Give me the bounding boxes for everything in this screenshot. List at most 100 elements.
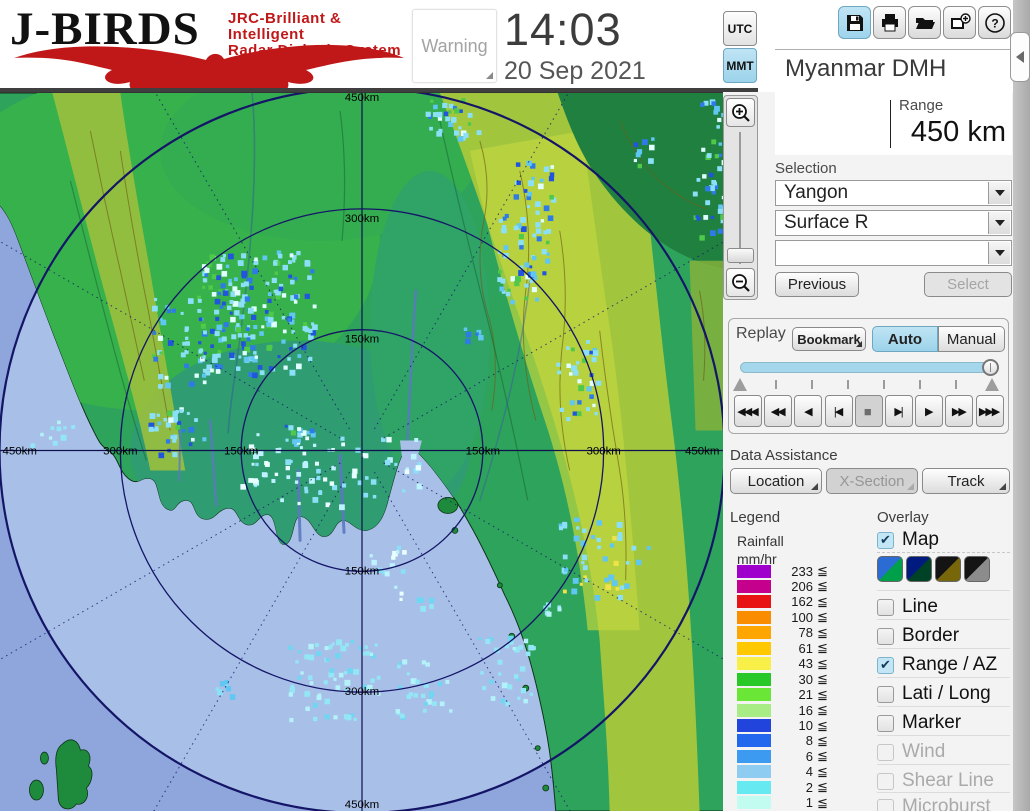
legend-row: 2 ≦: [737, 779, 828, 795]
app-logo: J-BIRDS JRC-Brilliant & Intelligent Rada…: [10, 2, 410, 90]
dropdown-arrow-button[interactable]: [988, 212, 1010, 234]
clock-time: 14:03: [504, 4, 622, 55]
zoom-slider-thumb[interactable]: [727, 248, 754, 263]
zoom-in-button[interactable]: [726, 98, 755, 127]
legend-value: 100: [791, 609, 813, 625]
forward-fast-button[interactable]: ▶▶▶: [975, 395, 1004, 427]
legend-color-swatch: [737, 734, 771, 748]
legend-value: 8: [805, 733, 813, 749]
lte-symbol: ≦: [817, 763, 828, 779]
timezone-utc-button[interactable]: UTC: [723, 11, 757, 46]
add-image-icon: [950, 12, 971, 29]
microburst-checkbox[interactable]: [877, 798, 894, 811]
overlay-item-microburst[interactable]: Microburst: [877, 796, 991, 811]
range-az-checkbox[interactable]: ✔: [877, 656, 894, 674]
forward-button[interactable]: ▶▶: [945, 395, 974, 427]
collapse-left-icon: [1016, 51, 1024, 63]
warning-button[interactable]: Warning: [412, 9, 497, 83]
radar-map[interactable]: 150km 150km 150km 150km 300km 300km 300km 300km…: [0, 92, 723, 811]
open-folder-button[interactable]: [908, 6, 941, 39]
overlay-item-border[interactable]: Border: [877, 625, 959, 647]
legend-value: 16: [798, 702, 813, 718]
map-style-swatch-1[interactable]: [877, 556, 903, 582]
replay-slider-thumb[interactable]: [982, 359, 999, 376]
map-style-swatch-2[interactable]: [906, 556, 932, 582]
replay-group: [728, 318, 1009, 434]
replay-manual-button[interactable]: Manual: [938, 326, 1005, 352]
replay-slider-track[interactable]: [740, 362, 992, 373]
legend-value: 61: [798, 640, 813, 656]
site-dropdown[interactable]: Yangon: [775, 180, 1012, 206]
overlay-item-map[interactable]: ✔ Map: [877, 529, 939, 551]
previous-button[interactable]: Previous: [775, 272, 859, 297]
step-forward-button[interactable]: ▶|: [885, 395, 913, 427]
legend-value: 78: [798, 625, 813, 641]
track-button[interactable]: Track: [922, 468, 1010, 494]
overlay-item-label: Border: [902, 625, 960, 646]
timezone-mmt-button[interactable]: MMT: [723, 48, 757, 83]
map-checkbox[interactable]: ✔: [877, 531, 894, 549]
product-dropdown[interactable]: Surface R: [775, 210, 1012, 236]
lte-symbol: ≦: [817, 609, 828, 625]
overlay-item-shear-line[interactable]: Shear Line: [877, 770, 994, 792]
playback-controls: ◀◀◀ ◀◀ ◀ |◀ ■ ▶| ▶ ▶▶ ▶▶▶: [734, 395, 1006, 428]
overlay-separator: [877, 619, 1010, 620]
location-button[interactable]: Location: [730, 468, 822, 494]
legend-color-swatch: [737, 749, 771, 763]
legend-color-swatch: [737, 641, 771, 655]
warning-label: Warning: [421, 35, 488, 56]
line-checkbox[interactable]: [877, 598, 894, 616]
svg-text:450km: 450km: [3, 445, 37, 457]
overlay-item-range-az[interactable]: ✔ Range / AZ: [877, 654, 997, 676]
dropdown-arrow-button[interactable]: [988, 242, 1010, 264]
slider-end-marker-icon[interactable]: [985, 378, 999, 391]
panel-collapse-tab[interactable]: [1010, 32, 1030, 82]
slider-start-marker-icon[interactable]: [733, 378, 747, 391]
legend-row: 61 ≦: [737, 640, 828, 656]
select-button[interactable]: Select: [924, 272, 1012, 297]
overlay-item-label: Wind: [902, 741, 946, 762]
timezone-toggle: UTC MMT: [723, 11, 757, 84]
legend-color-swatch: [737, 780, 771, 794]
zoom-out-button[interactable]: [726, 268, 755, 297]
overlay-item-label: Marker: [902, 712, 962, 733]
zoom-slider-track[interactable]: [739, 132, 741, 264]
legend-value: 1: [805, 795, 813, 811]
terrain: [0, 93, 723, 811]
rewind-button[interactable]: ◀◀: [764, 395, 793, 427]
rewind-fast-button[interactable]: ◀◀◀: [734, 395, 762, 427]
replay-auto-button[interactable]: Auto: [872, 326, 938, 352]
stop-button[interactable]: ■: [854, 395, 883, 427]
legend-value: 30: [798, 671, 813, 687]
play-reverse-button[interactable]: ◀: [794, 395, 823, 427]
lte-symbol: ≦: [817, 748, 828, 764]
wind-checkbox[interactable]: [877, 743, 894, 761]
dropdown-arrow-button[interactable]: [988, 182, 1010, 204]
overlay-item-label: Range / AZ: [902, 654, 998, 675]
marker-checkbox[interactable]: [877, 714, 894, 732]
slider-tick: [919, 380, 921, 389]
shear-line-checkbox[interactable]: [877, 772, 894, 790]
overlay-item-line[interactable]: Line: [877, 596, 938, 618]
legend-row: 78 ≦: [737, 625, 828, 641]
save-button[interactable]: [838, 6, 871, 39]
overlay-item-lati-long[interactable]: Lati / Long: [877, 683, 991, 705]
overlay-item-marker[interactable]: Marker: [877, 712, 961, 734]
lati-long-checkbox[interactable]: [877, 685, 894, 703]
map-style-swatch-3[interactable]: [935, 556, 961, 582]
range-ring-labels: 150km 150km 150km 150km 300km 300km 300km 300km…: [3, 93, 720, 811]
step-back-button[interactable]: |◀: [824, 395, 853, 427]
overlay-item-wind[interactable]: Wind: [877, 741, 945, 763]
map-style-swatch-4[interactable]: [964, 556, 990, 582]
border-checkbox[interactable]: [877, 627, 894, 645]
svg-text:300km: 300km: [345, 213, 379, 225]
elevation-dropdown[interactable]: [775, 240, 1012, 266]
menu-corner-icon: [811, 483, 818, 490]
bookmark-button[interactable]: Bookmark: [792, 327, 866, 351]
x-section-button[interactable]: X-Section: [826, 468, 918, 494]
help-button[interactable]: ?: [978, 6, 1011, 39]
add-image-button[interactable]: [943, 6, 976, 39]
play-button[interactable]: ▶: [915, 395, 944, 427]
print-button[interactable]: [873, 6, 906, 39]
